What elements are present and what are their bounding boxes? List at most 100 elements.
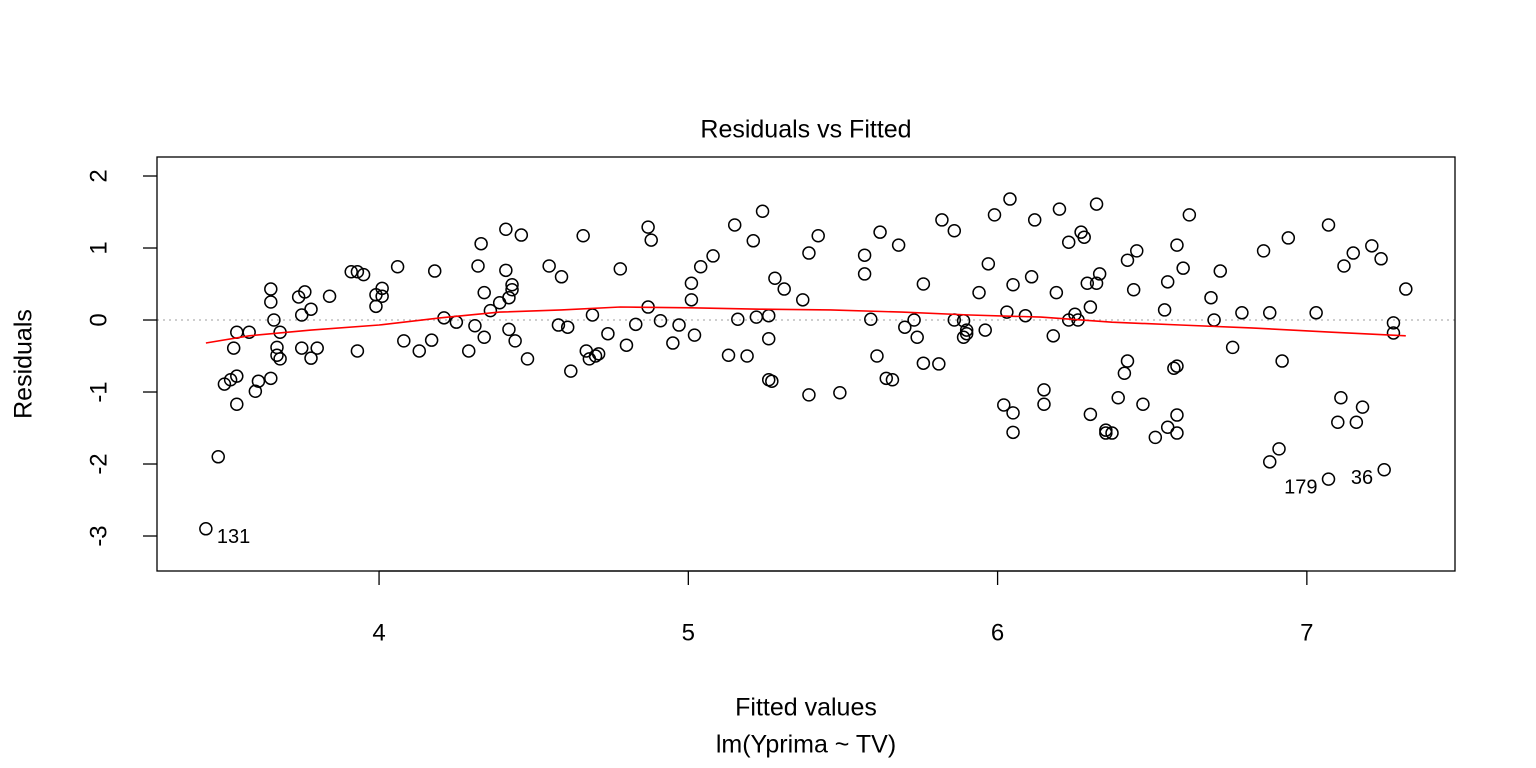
point	[1037, 383, 1051, 397]
point	[1049, 285, 1064, 300]
point	[1377, 463, 1391, 477]
point	[641, 220, 655, 234]
point	[740, 349, 754, 363]
x-tick-label: 7	[1300, 619, 1313, 646]
point	[390, 259, 405, 274]
point	[666, 336, 680, 350]
point	[1355, 400, 1370, 414]
point	[601, 326, 615, 341]
point	[264, 282, 278, 296]
point	[1182, 208, 1197, 222]
point	[879, 371, 894, 386]
point	[870, 349, 884, 363]
point	[1083, 300, 1098, 314]
point	[959, 326, 974, 341]
point	[1099, 426, 1113, 440]
point	[1006, 277, 1020, 292]
point	[1170, 359, 1184, 373]
point	[873, 225, 887, 239]
point	[777, 282, 791, 296]
point-label: 36	[1351, 467, 1373, 489]
point	[1117, 366, 1132, 381]
point	[264, 295, 278, 309]
point	[1083, 407, 1098, 422]
point	[802, 246, 816, 260]
point	[1349, 415, 1364, 429]
point	[796, 293, 810, 307]
point	[298, 285, 312, 299]
point	[1334, 391, 1348, 405]
point	[755, 204, 770, 219]
point	[727, 218, 742, 232]
point	[1176, 261, 1190, 275]
point	[350, 344, 365, 358]
point	[1321, 472, 1336, 486]
point	[1170, 238, 1184, 252]
point	[514, 228, 529, 242]
point	[811, 229, 825, 243]
point	[684, 276, 699, 291]
x-tick-label: 4	[372, 619, 385, 646]
point	[505, 277, 519, 292]
point	[424, 333, 439, 347]
point	[1386, 326, 1401, 340]
point	[628, 317, 643, 332]
point	[483, 303, 498, 318]
point	[1309, 306, 1323, 320]
point	[1281, 231, 1296, 245]
point	[885, 373, 900, 387]
point	[1167, 361, 1181, 375]
point	[978, 323, 992, 337]
point	[1080, 276, 1095, 291]
point	[1365, 239, 1379, 253]
point	[653, 313, 668, 328]
point	[916, 356, 931, 370]
plot-frame	[156, 156, 1456, 572]
point	[375, 281, 389, 296]
point	[891, 238, 906, 252]
point	[1003, 192, 1017, 206]
point	[294, 341, 309, 355]
y-tick-label: -1	[85, 381, 112, 402]
point	[1130, 244, 1144, 258]
point	[1157, 303, 1172, 317]
point	[959, 323, 974, 337]
point	[199, 522, 213, 536]
point	[322, 289, 337, 303]
point	[1052, 202, 1067, 216]
point	[505, 283, 519, 297]
point	[356, 267, 371, 282]
point	[1275, 354, 1289, 368]
point	[997, 398, 1011, 412]
chart-title: Residuals vs Fitted	[700, 116, 911, 144]
point	[1170, 426, 1184, 440]
point	[672, 318, 686, 332]
point	[706, 249, 720, 263]
point	[1256, 244, 1271, 258]
point	[765, 374, 779, 388]
point	[1213, 264, 1228, 278]
point	[576, 229, 590, 243]
point	[1262, 306, 1277, 320]
point	[560, 320, 575, 334]
point	[684, 293, 699, 307]
point	[270, 348, 284, 363]
point	[1077, 230, 1091, 244]
point	[619, 338, 634, 352]
y-tick-label: -3	[85, 525, 112, 546]
point	[211, 450, 225, 464]
point	[1148, 430, 1163, 445]
point	[1204, 290, 1218, 305]
subtitle: lm(Yprima ~ TV)	[716, 731, 896, 759]
point-label: 179	[1284, 476, 1317, 498]
point	[1170, 408, 1184, 422]
point	[802, 388, 816, 402]
point	[981, 257, 996, 271]
point	[761, 331, 776, 346]
point	[1225, 340, 1240, 355]
point	[1337, 259, 1351, 273]
point	[1092, 267, 1107, 281]
point	[427, 264, 442, 278]
